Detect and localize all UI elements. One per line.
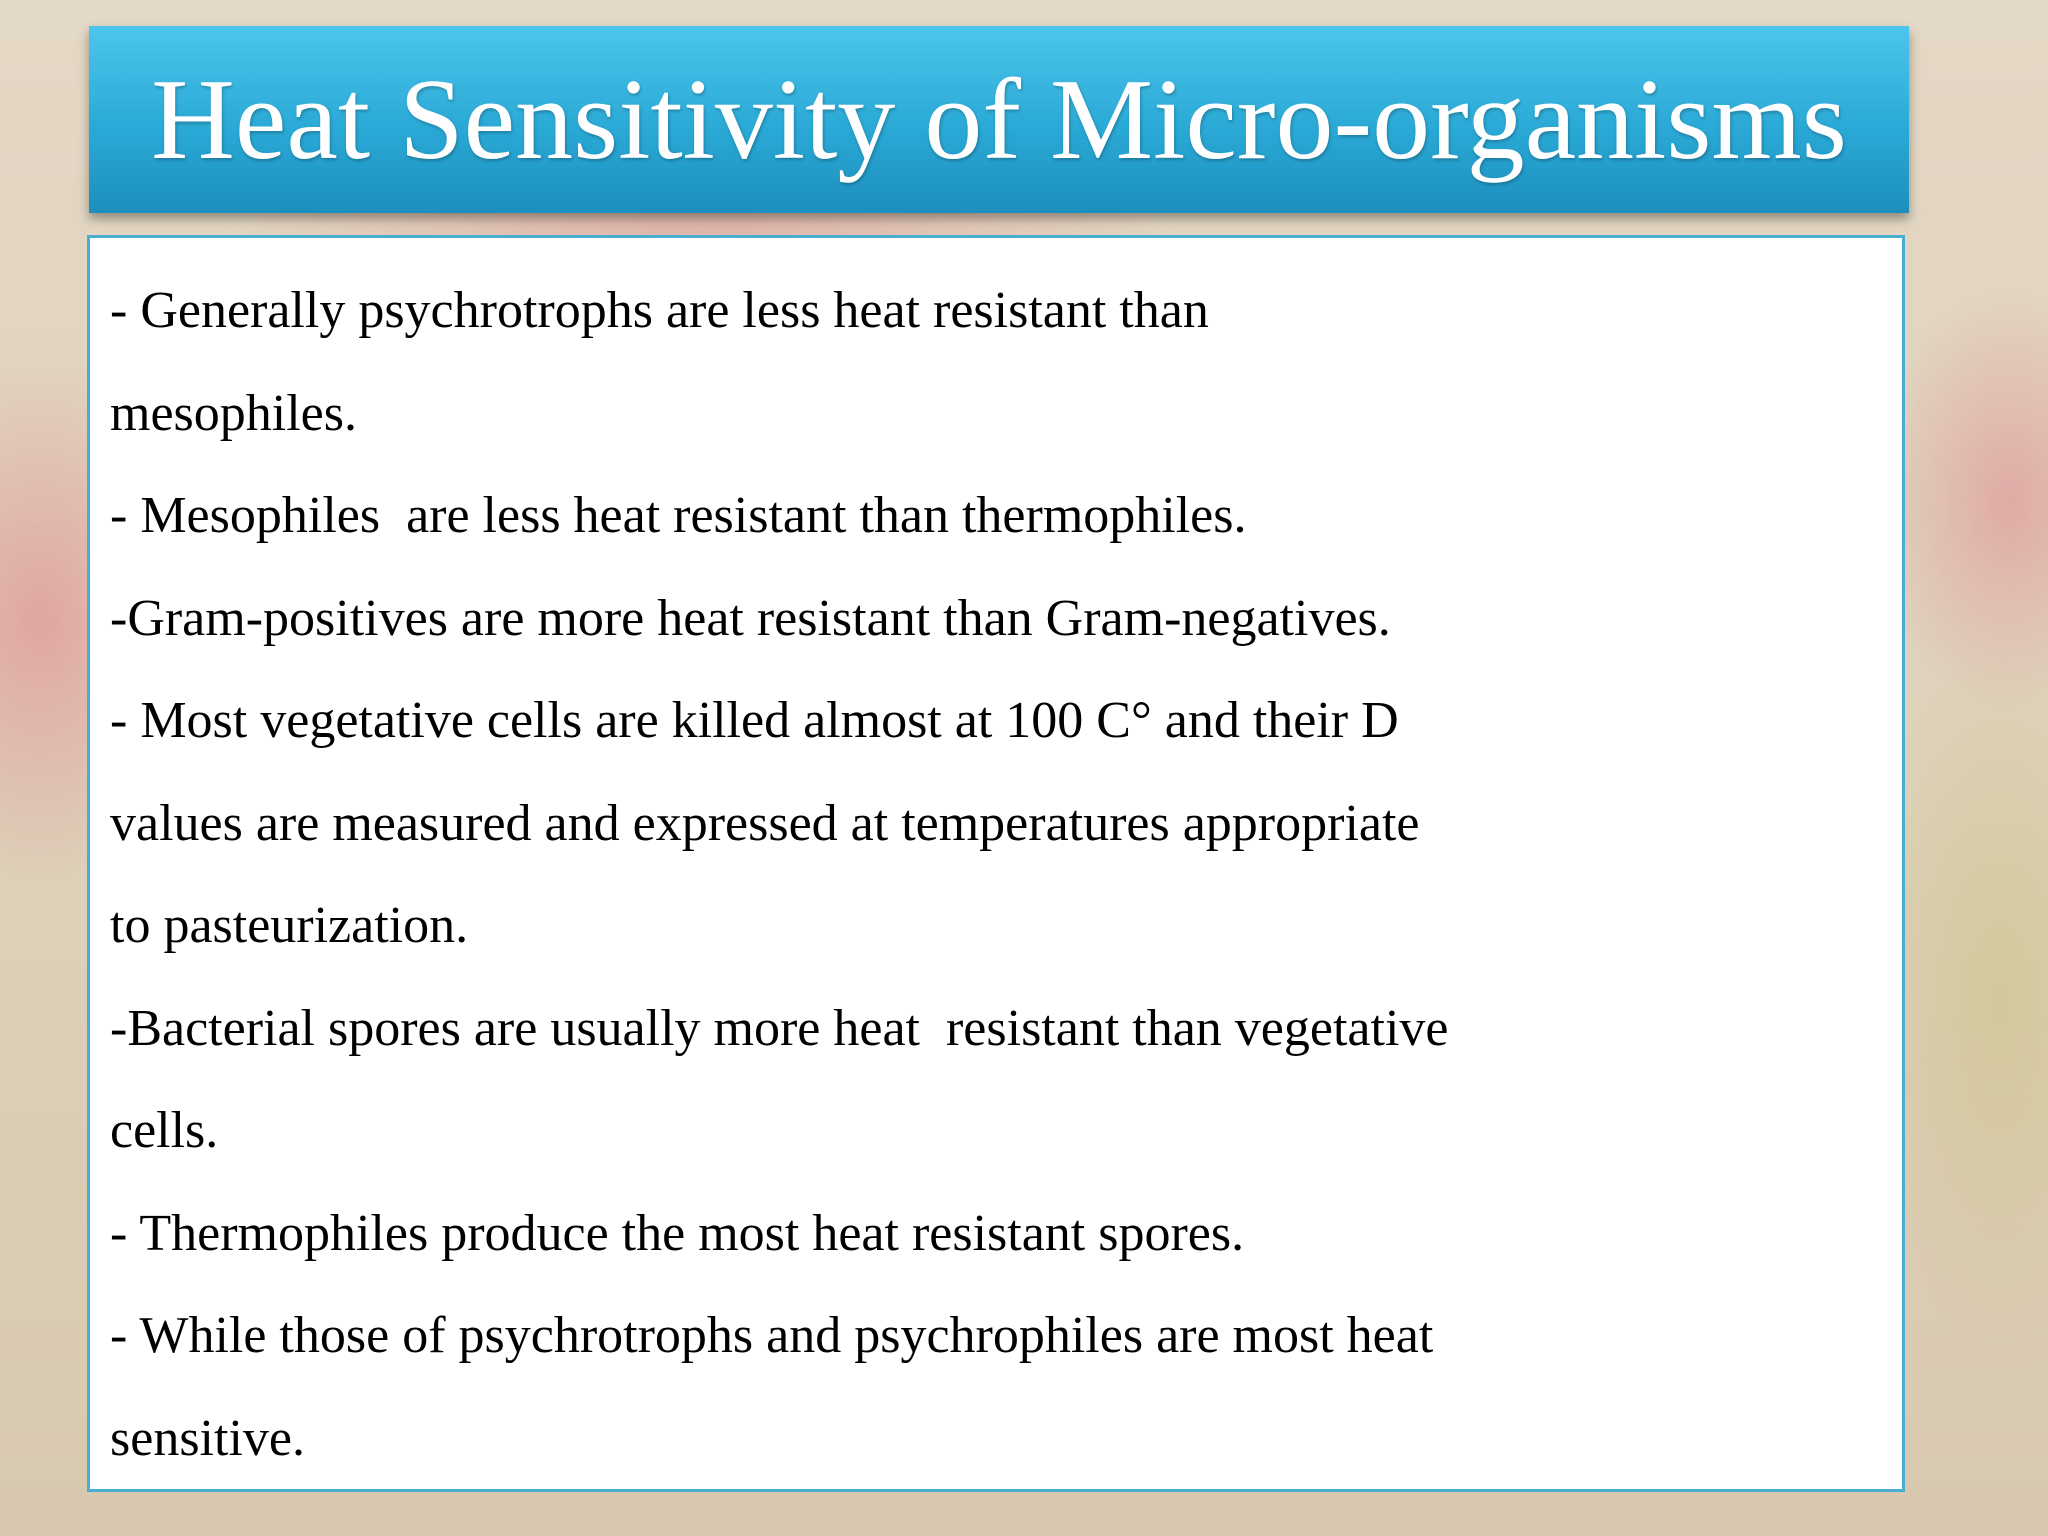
content-box: - Generally psychrotrophs are less heat …: [87, 235, 1905, 1492]
text-line: - Mesophiles are less heat resistant tha…: [110, 487, 1247, 544]
text-line: - Most vegetative cells are killed almos…: [110, 692, 1399, 749]
text-line: cells.: [110, 1102, 219, 1159]
text-line: -Bacterial spores are usually more heat …: [110, 999, 1449, 1057]
text-line: to pasteurization.: [110, 897, 469, 954]
text-line: - Generally psychrotrophs are less heat …: [110, 282, 1209, 339]
text-line: - Thermophiles produce the most heat res…: [110, 1204, 1245, 1262]
title-bar: Heat Sensitivity of Micro-organisms: [89, 26, 1909, 213]
text-line: mesophiles.: [110, 384, 357, 442]
text-line: - While those of psychrotrophs and psych…: [110, 1307, 1434, 1364]
text-line: values are measured and expressed at tem…: [110, 794, 1420, 852]
text-line: sensitive.: [110, 1409, 305, 1467]
text-line: -Gram-positives are more heat resistant …: [110, 589, 1391, 647]
slide-title: Heat Sensitivity of Micro-organisms: [151, 55, 1847, 184]
